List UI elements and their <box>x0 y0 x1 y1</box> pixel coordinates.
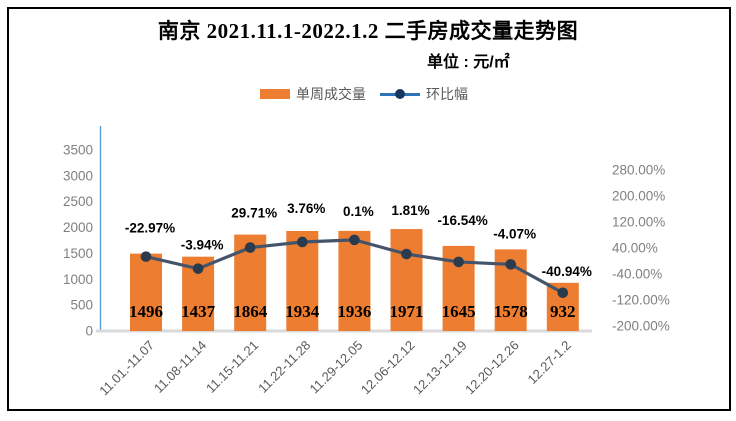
legend-bar-swatch-icon <box>260 89 290 99</box>
legend-bar-label: 单周成交量 <box>296 86 366 102</box>
x-axis-category-label: 12.06-12.12 <box>358 338 418 398</box>
legend-line-marker-icon <box>395 89 405 99</box>
bar <box>286 230 319 331</box>
bar <box>130 253 162 331</box>
bar-value-label: 932 <box>550 302 576 321</box>
left-axis-tick-label: 1000 <box>63 272 93 287</box>
left-axis-tick-label: 2000 <box>63 220 93 235</box>
left-axis-tick-label: 1500 <box>63 246 93 261</box>
pct-change-label: -16.54% <box>437 213 487 228</box>
x-axis-category-label: 12.27-1.2 <box>524 338 573 387</box>
line-marker <box>401 248 412 260</box>
pct-change-label: -3.94% <box>181 238 224 253</box>
x-axis-category-label: 11.29-12.05 <box>307 338 366 397</box>
bar-value-label: 1578 <box>494 302 528 321</box>
chart-frame-border <box>7 7 731 411</box>
bar <box>338 230 371 331</box>
right-axis-tick-label: -120.00% <box>612 293 670 308</box>
chart-subtitle: 单位 : 元/㎡ <box>427 54 510 71</box>
bar-value-label: 1437 <box>181 302 216 321</box>
pct-change-label: -40.94% <box>542 264 592 279</box>
x-axis-category-label: 11.15-11.21 <box>203 338 261 396</box>
right-axis-tick-label: 280.00% <box>612 163 665 178</box>
pct-change-label: -22.97% <box>125 221 175 236</box>
left-axis-tick-label: 3500 <box>63 142 93 157</box>
pct-change-label: 29.71% <box>231 206 277 221</box>
chart-title: 南京 2021.11.1-2022.1.2 二手房成交量走势图 <box>157 19 579 43</box>
line-marker <box>244 242 256 253</box>
right-axis-tick-label: 200.00% <box>612 189 665 204</box>
line-marker <box>140 251 152 262</box>
right-axis-tick-label: -200.00% <box>612 319 670 334</box>
line-marker <box>453 256 464 268</box>
right-axis-tick-label: 40.00% <box>612 241 658 256</box>
left-axis-tick-label: 500 <box>70 298 93 313</box>
left-axis-tick-label: 2500 <box>63 194 93 209</box>
line-marker <box>505 259 516 270</box>
x-axis-category-label: 11.01.-11.07 <box>96 338 157 399</box>
x-axis-category-label: 12.20-12.26 <box>462 338 522 398</box>
right-axis-tick-label: 120.00% <box>612 215 665 230</box>
legend: 单周成交量 环比幅 <box>0 84 736 104</box>
left-axis-tick-label: 3000 <box>63 168 93 183</box>
bar-value-label: 1864 <box>233 302 268 321</box>
bar-value-label: 1496 <box>129 302 163 321</box>
pct-change-label: 1.81% <box>391 203 429 218</box>
pct-change-label: 0.1% <box>343 204 374 219</box>
bar-value-label: 1936 <box>337 302 371 321</box>
right-axis-tick-label: -40.00% <box>612 267 662 282</box>
x-axis-category-label: 12.13-12.19 <box>410 338 470 398</box>
line-marker <box>192 263 204 274</box>
bar <box>390 229 423 331</box>
bar-value-label: 1645 <box>442 302 476 321</box>
line-marker <box>557 287 569 299</box>
pct-change-label: 3.76% <box>287 201 325 216</box>
bar-value-label: 1934 <box>285 302 320 321</box>
x-axis-category-label: 11.08-11.14 <box>151 338 209 396</box>
x-axis-category-label: 11.22-11.28 <box>255 338 313 396</box>
left-axis-tick-label: 0 <box>85 324 93 339</box>
bar-value-label: 1971 <box>390 302 424 321</box>
legend-line-swatch-icon <box>380 89 420 99</box>
line-marker <box>349 234 360 246</box>
pct-change-label: -4.07% <box>493 226 536 241</box>
line-marker <box>297 236 308 248</box>
legend-line-label: 环比幅 <box>426 86 468 102</box>
